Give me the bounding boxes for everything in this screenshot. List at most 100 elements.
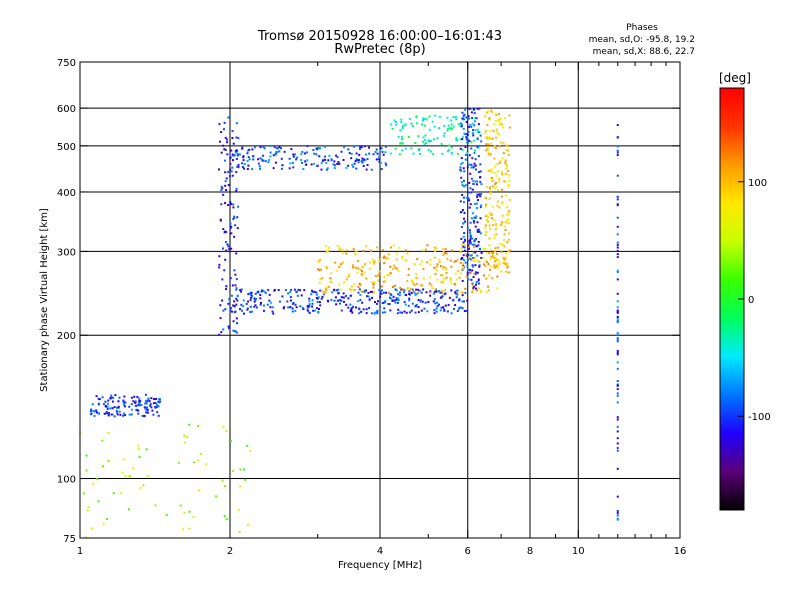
data-point	[117, 400, 120, 403]
data-point	[306, 145, 309, 148]
data-point	[347, 306, 350, 309]
data-point	[489, 130, 492, 133]
phases-x: mean, sd,X: 88.6, 22.7	[593, 47, 695, 57]
data-point	[218, 255, 221, 258]
data-point	[428, 282, 431, 285]
data-point	[471, 243, 474, 246]
data-point	[391, 127, 394, 130]
data-point	[460, 258, 463, 261]
data-point	[235, 157, 238, 160]
x-tick-label: 1	[77, 546, 83, 557]
data-point	[461, 244, 464, 247]
data-point	[418, 152, 421, 155]
data-point	[350, 285, 353, 288]
data-point	[255, 297, 258, 300]
data-point	[291, 307, 294, 310]
data-point	[321, 295, 324, 298]
data-point	[274, 153, 277, 156]
data-point	[442, 280, 445, 283]
data-point	[346, 248, 349, 251]
data-point	[437, 290, 440, 293]
data-point	[465, 120, 468, 123]
data-point	[146, 475, 149, 478]
data-point	[97, 412, 100, 415]
data-point	[320, 162, 323, 165]
data-point	[308, 297, 311, 300]
data-point	[371, 258, 374, 261]
data-point	[500, 224, 503, 227]
data-point	[360, 273, 363, 276]
data-point	[413, 283, 416, 286]
data-point	[193, 461, 196, 464]
data-point	[413, 291, 416, 294]
data-point	[422, 140, 425, 143]
data-point	[427, 300, 430, 303]
data-point	[493, 234, 496, 237]
data-point	[373, 261, 376, 264]
data-point	[505, 167, 508, 170]
data-point	[490, 213, 493, 216]
x-tick-label: 8	[527, 546, 533, 557]
data-point	[459, 125, 462, 128]
data-point	[145, 448, 148, 451]
data-point	[274, 152, 277, 155]
data-point	[478, 144, 481, 147]
data-point	[491, 170, 494, 173]
data-point	[247, 523, 250, 526]
data-point	[229, 175, 232, 178]
data-point	[107, 414, 110, 417]
data-point	[362, 158, 365, 161]
data-point	[223, 159, 226, 162]
data-point	[461, 291, 464, 294]
data-point	[373, 312, 376, 315]
data-point	[269, 301, 272, 304]
data-point	[485, 277, 488, 280]
data-point	[117, 405, 120, 408]
data-point	[616, 437, 619, 440]
data-point	[456, 152, 459, 155]
data-point	[363, 145, 366, 148]
data-point	[399, 311, 402, 314]
data-point	[465, 275, 468, 278]
data-point	[429, 150, 432, 153]
data-point	[425, 291, 428, 294]
data-point	[271, 310, 274, 313]
data-point	[106, 402, 109, 405]
data-point	[478, 107, 481, 110]
data-point	[469, 231, 472, 234]
data-point	[338, 299, 341, 302]
data-point	[410, 122, 413, 125]
data-point	[497, 200, 500, 203]
data-point	[475, 281, 478, 284]
data-point	[230, 203, 233, 206]
data-point	[92, 482, 95, 485]
data-point	[445, 276, 448, 279]
data-point	[480, 204, 483, 207]
data-point	[490, 176, 493, 179]
data-point	[124, 405, 127, 408]
data-point	[289, 306, 292, 309]
data-point	[408, 292, 411, 295]
data-point	[392, 295, 395, 298]
data-point	[430, 284, 433, 287]
data-point	[137, 444, 140, 447]
data-point	[378, 260, 381, 263]
data-point	[307, 306, 310, 309]
data-point	[353, 145, 356, 148]
data-point	[495, 174, 498, 177]
data-point	[439, 265, 442, 268]
chart-subtitle: RwPretec (8p)	[334, 42, 425, 57]
data-point	[348, 288, 351, 291]
data-point	[328, 285, 331, 288]
data-point	[120, 492, 123, 495]
data-point	[280, 157, 283, 160]
data-point	[473, 240, 476, 243]
data-point	[397, 135, 400, 138]
x-tick-label: 16	[674, 546, 687, 557]
data-point	[85, 469, 88, 472]
data-point	[473, 272, 476, 275]
data-point	[474, 251, 477, 254]
data-point	[89, 409, 92, 412]
data-point	[340, 299, 343, 302]
